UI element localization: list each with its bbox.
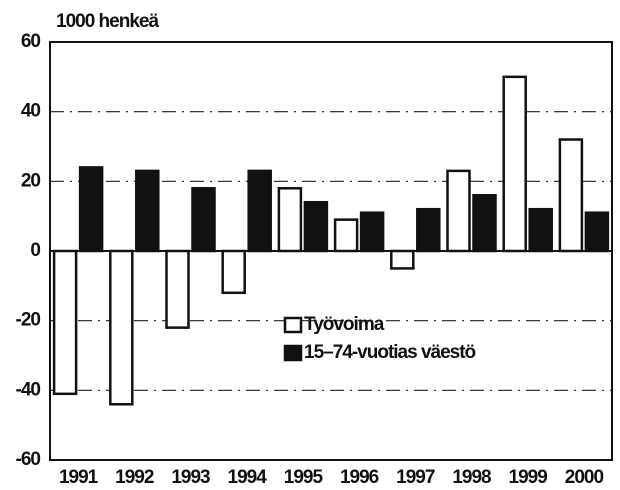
x-tick-label: 1991: [59, 467, 99, 488]
x-tick-label: 1999: [509, 467, 548, 488]
legend-label: Työvoima: [304, 314, 385, 335]
bar: [221, 249, 246, 295]
y-tick-label: -40: [16, 379, 41, 400]
bar: [472, 194, 497, 253]
bar: [390, 249, 415, 270]
x-tick-label: 1998: [452, 467, 491, 488]
bar: [502, 75, 527, 253]
y-tick-label: -20: [16, 310, 41, 331]
y-tick-label: -60: [16, 449, 41, 470]
y-tick-label: 20: [21, 170, 41, 191]
bar: [416, 207, 441, 253]
bar: [303, 200, 329, 253]
bar: [191, 187, 216, 253]
bar: [109, 249, 134, 406]
legend-swatch: [283, 316, 303, 334]
y-axis-label: 1000 henkeä: [56, 11, 159, 32]
x-tick-label: 1997: [396, 467, 435, 488]
x-tick-label: 1993: [171, 467, 210, 488]
x-tick-label: 1994: [228, 467, 268, 488]
bar: [584, 211, 610, 253]
bar: [528, 207, 553, 253]
bar: [165, 249, 190, 329]
x-tick-label: 1996: [340, 467, 379, 488]
bar: [446, 169, 471, 253]
x-tick-label: 1995: [284, 467, 324, 488]
bar: [277, 187, 303, 253]
x-tick-label: 1992: [115, 467, 154, 488]
bar: [52, 249, 78, 396]
y-tick-label: 40: [21, 101, 41, 122]
bar: [359, 211, 385, 253]
legend-label: 15–74-vuotias väestö: [304, 342, 476, 363]
bar: [558, 138, 584, 253]
bar: [247, 169, 272, 253]
y-tick-label: 0: [30, 240, 40, 261]
bar: [135, 169, 160, 253]
y-tick-label: 60: [21, 31, 41, 52]
bar: [78, 166, 104, 253]
bar: [333, 218, 359, 253]
legend-swatch: [283, 344, 303, 362]
x-tick-label: 2000: [565, 467, 604, 488]
